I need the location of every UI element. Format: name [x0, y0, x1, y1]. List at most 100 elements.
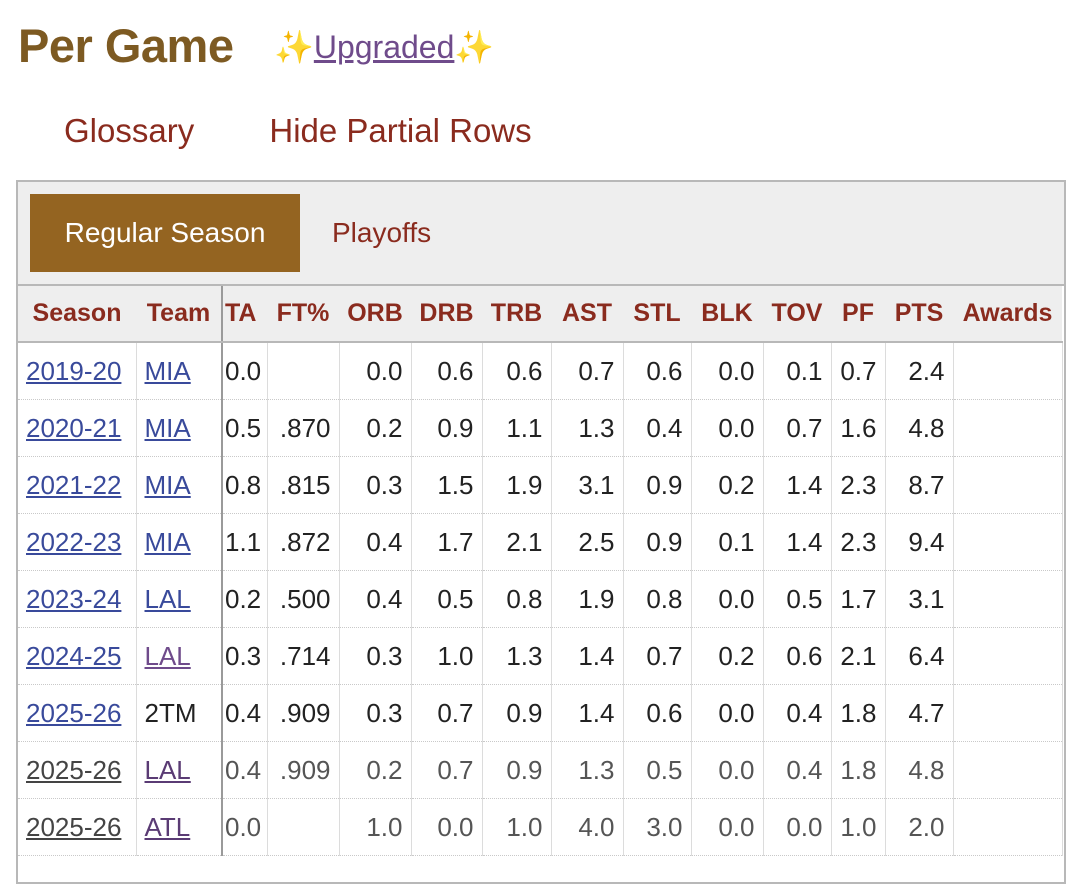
cell-awards — [953, 741, 1063, 799]
cell-ft-pct: .870 — [267, 399, 340, 457]
season-link[interactable]: 2022-23 — [26, 526, 122, 557]
team-link[interactable]: LAL — [144, 640, 191, 671]
season-link[interactable]: 2019-20 — [26, 355, 122, 386]
col-fta[interactable]: TA — [222, 286, 267, 343]
cell-blk: 0.0 — [691, 399, 764, 457]
table-row-partial: 2025-26 LAL 0.4 .909 0.2 0.7 0.9 1.3 0.5… — [18, 741, 1063, 799]
cell-tov: 0.4 — [763, 741, 832, 799]
col-team[interactable]: Team — [136, 286, 223, 343]
table-row: 2020-21 MIA 0.5 .870 0.2 0.9 1.1 1.3 0.4… — [18, 399, 1063, 457]
cell-awards — [953, 399, 1063, 457]
col-pts[interactable]: PTS — [885, 286, 953, 343]
table-row-partial: 2025-26 ATL 0.0 1.0 0.0 1.0 4.0 3.0 0.0 … — [18, 798, 1063, 856]
cell-blk: 0.2 — [691, 627, 764, 685]
team-link[interactable]: MIA — [144, 469, 191, 500]
cell-ft-pct: .909 — [267, 684, 340, 742]
col-awards[interactable]: Awards — [953, 286, 1062, 343]
cell-stl: 0.4 — [623, 399, 692, 457]
cell-ast: 1.9 — [551, 570, 624, 628]
col-season[interactable]: Season — [18, 286, 136, 343]
team-link[interactable]: MIA — [144, 526, 191, 557]
cell-awards — [953, 627, 1063, 685]
cell-pf: 1.7 — [831, 570, 886, 628]
cell-fta: 0.4 — [222, 684, 268, 742]
table-row: 2021-22 MIA 0.8 .815 0.3 1.5 1.9 3.1 0.9… — [18, 456, 1063, 514]
cell-fta: 0.2 — [222, 570, 268, 628]
cell-fta: 0.4 — [222, 741, 268, 799]
cell-awards — [953, 798, 1063, 856]
cell-pts: 2.4 — [885, 342, 954, 400]
cell-fta: 1.1 — [222, 513, 268, 571]
cell-blk: 0.0 — [691, 798, 764, 856]
col-orb[interactable]: ORB — [339, 286, 411, 343]
cell-pts: 6.4 — [885, 627, 954, 685]
glossary-link[interactable]: Glossary — [64, 112, 195, 149]
cell-pts: 2.0 — [885, 798, 954, 856]
cell-tov: 0.6 — [763, 627, 832, 685]
cell-tov: 0.0 — [763, 798, 832, 856]
season-link[interactable]: 2025-26 — [26, 811, 122, 842]
cell-drb: 1.5 — [411, 456, 483, 514]
cell-orb: 0.4 — [339, 513, 412, 571]
cell-pts: 8.7 — [885, 456, 954, 514]
cell-pf: 2.1 — [831, 627, 886, 685]
cell-trb: 2.1 — [482, 513, 552, 571]
cell-stl: 3.0 — [623, 798, 692, 856]
hide-partial-rows-link[interactable]: Hide Partial Rows — [269, 112, 532, 149]
cell-fta: 0.0 — [222, 342, 268, 400]
table-row: 2022-23 MIA 1.1 .872 0.4 1.7 2.1 2.5 0.9… — [18, 513, 1063, 571]
table-options: Glossary Hide Partial Rows — [64, 112, 598, 150]
cell-awards — [953, 456, 1063, 514]
cell-tov: 0.4 — [763, 684, 832, 742]
col-blk[interactable]: BLK — [691, 286, 763, 343]
col-ft-pct[interactable]: FT% — [267, 286, 339, 343]
cell-tov: 0.7 — [763, 399, 832, 457]
season-link[interactable]: 2024-25 — [26, 640, 122, 671]
col-ast[interactable]: AST — [551, 286, 623, 343]
cell-ast: 1.3 — [551, 399, 624, 457]
cell-ft-pct — [267, 798, 340, 856]
cell-stl: 0.8 — [623, 570, 692, 628]
season-link[interactable]: 2025-26 — [26, 754, 122, 785]
cell-stl: 0.5 — [623, 741, 692, 799]
col-trb[interactable]: TRB — [482, 286, 551, 343]
cell-stl: 0.6 — [623, 684, 692, 742]
cell-pf: 1.8 — [831, 684, 886, 742]
team-link[interactable]: MIA — [144, 412, 191, 443]
cell-blk: 0.0 — [691, 570, 764, 628]
cell-trb: 1.0 — [482, 798, 552, 856]
team-link[interactable]: LAL — [144, 754, 191, 785]
cell-awards — [953, 342, 1063, 400]
cell-pts: 9.4 — [885, 513, 954, 571]
season-link[interactable]: 2023-24 — [26, 583, 122, 614]
cell-fta: 0.3 — [222, 627, 268, 685]
season-link[interactable]: 2020-21 — [26, 412, 122, 443]
cell-ast: 1.4 — [551, 684, 624, 742]
cell-ft-pct — [267, 342, 340, 400]
col-stl[interactable]: STL — [623, 286, 691, 343]
cell-drb: 0.6 — [411, 342, 483, 400]
team-link[interactable]: ATL — [144, 811, 191, 842]
cell-ast: 3.1 — [551, 456, 624, 514]
tab-playoffs[interactable]: Playoffs — [332, 217, 432, 248]
team-link[interactable]: LAL — [144, 583, 191, 614]
team-link[interactable]: MIA — [144, 355, 191, 386]
cell-orb: 0.3 — [339, 684, 412, 742]
cell-trb: 0.6 — [482, 342, 552, 400]
cell-pf: 1.0 — [831, 798, 886, 856]
col-pf[interactable]: PF — [831, 286, 885, 343]
cell-drb: 0.9 — [411, 399, 483, 457]
table-header-row: Season Team TA FT% ORB DRB TRB AST STL B… — [18, 286, 1062, 343]
cell-fta: 0.8 — [222, 456, 268, 514]
upgraded-link-container[interactable]: ✨Upgraded✨ — [274, 28, 494, 66]
season-link[interactable]: 2025-26 — [26, 697, 122, 728]
sparkles-icon: ✨ — [274, 29, 314, 65]
cell-pts: 4.8 — [885, 741, 954, 799]
col-drb[interactable]: DRB — [411, 286, 482, 343]
col-tov[interactable]: TOV — [763, 286, 831, 343]
tab-regular-season[interactable]: Regular Season — [30, 194, 300, 272]
cell-pf: 2.3 — [831, 456, 886, 514]
upgraded-link[interactable]: Upgraded — [313, 29, 455, 65]
cell-trb: 0.8 — [482, 570, 552, 628]
season-link[interactable]: 2021-22 — [26, 469, 122, 500]
